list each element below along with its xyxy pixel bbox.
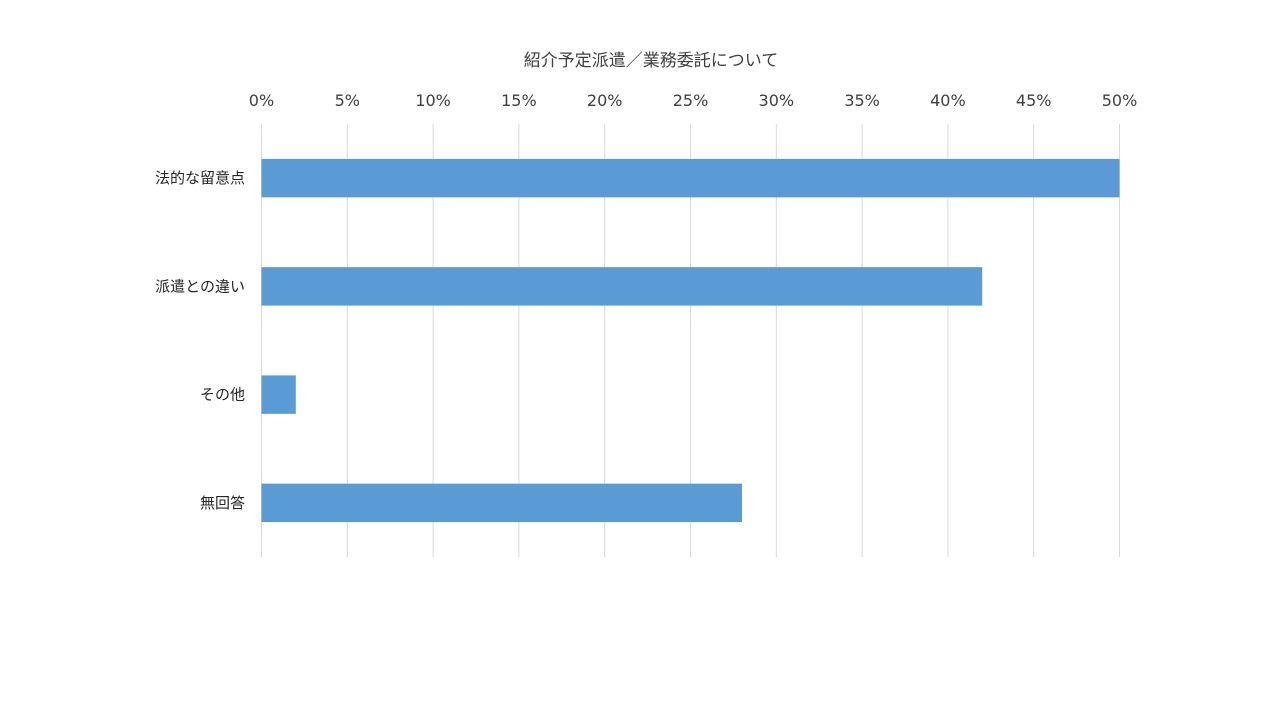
x-tick-label: 30% xyxy=(759,91,795,110)
category-label: 法的な留意点 xyxy=(155,169,245,187)
x-tick-label: 0% xyxy=(249,91,274,110)
x-tick-label: 40% xyxy=(930,91,966,110)
x-tick-label: 15% xyxy=(501,91,537,110)
x-tick-label: 20% xyxy=(587,91,623,110)
bar xyxy=(261,483,742,523)
x-tick-label: 45% xyxy=(1016,91,1052,110)
x-tick-label: 5% xyxy=(335,91,360,110)
x-tick-label: 10% xyxy=(415,91,451,110)
x-tick-label: 50% xyxy=(1102,91,1138,110)
x-tick-label: 25% xyxy=(673,91,709,110)
category-label: その他 xyxy=(200,386,245,404)
chart-title: 紹介予定派遣／業務委託について xyxy=(524,51,779,71)
x-axis-ticks: 0% 5% 10% 15% 20% 25% 30% 35% 40% 45% 50% xyxy=(249,91,1137,110)
category-label: 派遣との違い xyxy=(155,277,245,295)
x-tick-label: 35% xyxy=(844,91,880,110)
category-label: 無回答 xyxy=(200,494,245,512)
bar xyxy=(261,375,296,414)
bar xyxy=(261,158,1120,198)
bar xyxy=(261,267,983,306)
bars xyxy=(261,158,1120,523)
